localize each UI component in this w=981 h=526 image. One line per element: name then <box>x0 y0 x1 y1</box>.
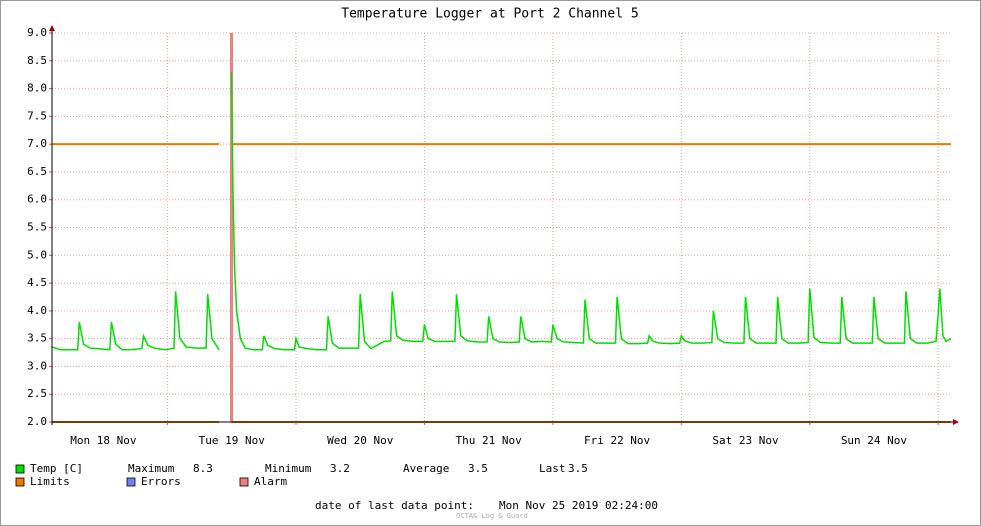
footer-label: date of last data point: <box>315 499 474 512</box>
legend-label: Errors <box>141 475 181 488</box>
chart-title: Temperature Logger at Port 2 Channel 5 <box>341 7 638 22</box>
x-tick-label: Sat 23 Nov <box>712 434 779 447</box>
y-tick-label: 4.5 <box>27 276 47 289</box>
y-tick-label: 8.0 <box>27 82 47 95</box>
y-tick-label: 6.5 <box>27 165 47 178</box>
legend-label: Limits <box>30 475 70 488</box>
y-tick-label: 4.0 <box>27 304 47 317</box>
y-tick-label: 3.0 <box>27 359 47 372</box>
stat-label: Minimum <box>265 462 312 475</box>
y-arrow <box>49 25 55 31</box>
x-tick-label: Fri 22 Nov <box>584 434 651 447</box>
y-tick-label: 2.0 <box>27 415 47 428</box>
legend-label: Alarm <box>254 475 287 488</box>
y-tick-label: 8.5 <box>27 54 47 67</box>
x-tick-label: Mon 18 Nov <box>70 434 137 447</box>
y-tick-label: 3.5 <box>27 332 47 345</box>
alarm-band <box>230 33 234 422</box>
x-arrow <box>953 419 959 425</box>
footer-value: Mon Nov 25 2019 02:24:00 <box>499 499 658 512</box>
x-tick-label: Sun 24 Nov <box>841 434 908 447</box>
watermark: OCTA& Log & Guard <box>456 512 528 520</box>
stat-value: 3.5 <box>468 462 488 475</box>
y-tick-label: 7.5 <box>27 109 47 122</box>
x-tick-label: Thu 21 Nov <box>456 434 523 447</box>
y-tick-label: 5.5 <box>27 221 47 234</box>
legend-swatch <box>126 477 136 487</box>
stat-value: 8.3 <box>193 462 213 475</box>
legend-swatch <box>239 477 249 487</box>
y-tick-label: 9.0 <box>27 26 47 39</box>
y-tick-label: 5.0 <box>27 248 47 261</box>
y-tick-label: 2.5 <box>27 387 47 400</box>
x-tick-label: Wed 20 Nov <box>327 434 394 447</box>
y-tick-label: 7.0 <box>27 137 47 150</box>
y-tick-label: 6.0 <box>27 193 47 206</box>
stat-value: 3.5 <box>568 462 588 475</box>
stat-label: Average <box>403 462 449 475</box>
legend-label: Temp [C] <box>30 462 83 475</box>
stat-label: Maximum <box>128 462 175 475</box>
x-tick-label: Tue 19 Nov <box>199 434 266 447</box>
stat-value: 3.2 <box>330 462 350 475</box>
stat-label: Last <box>539 462 566 475</box>
plot-area <box>52 33 951 422</box>
legend-swatch <box>15 464 25 474</box>
legend-swatch <box>15 477 25 487</box>
line <box>51 71 952 351</box>
